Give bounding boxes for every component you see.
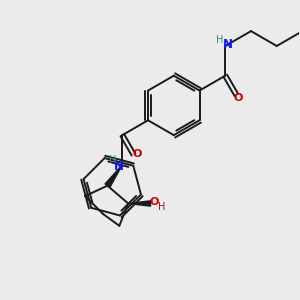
Text: N: N (223, 38, 233, 51)
Text: H: H (109, 155, 116, 165)
Polygon shape (105, 165, 122, 188)
Text: H: H (216, 35, 223, 45)
Text: O: O (149, 197, 159, 207)
Polygon shape (128, 201, 151, 206)
Text: H: H (158, 202, 165, 212)
Text: O: O (132, 149, 142, 159)
Text: O: O (233, 93, 243, 103)
Text: N: N (114, 160, 124, 173)
